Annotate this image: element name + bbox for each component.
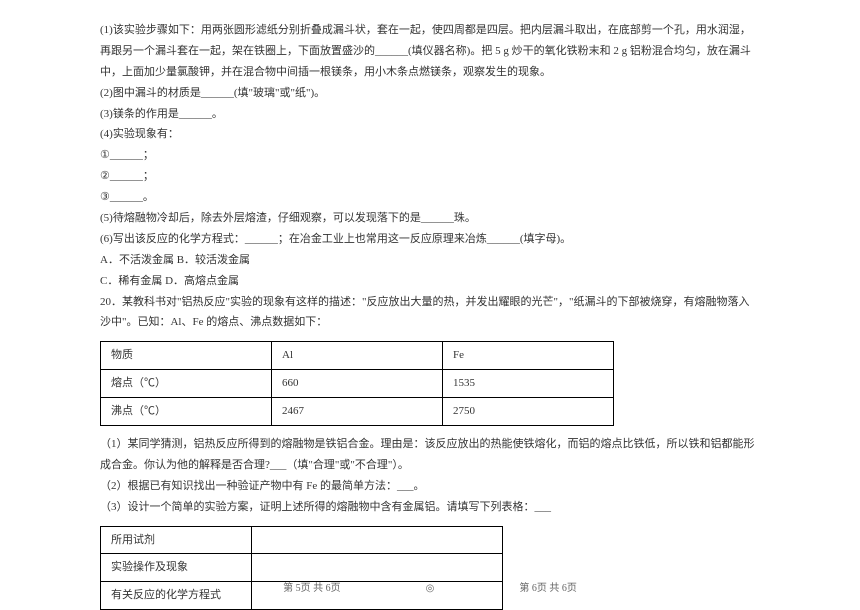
- page-content: (1)该实验步骤如下：用两张圆形滤纸分别折叠成漏斗状，套在一起，使四周都是四层。…: [0, 0, 860, 610]
- paragraph-13: （3）设计一个简单的实验方案，证明上述所得的熔融物中含有金属铝。请填写下列表格：…: [100, 497, 760, 518]
- option-cd: C．稀有金属 D．高熔点金属: [100, 271, 760, 292]
- table-row: 物质 Al Fe: [101, 342, 614, 370]
- footer-sep: ◎: [426, 583, 435, 594]
- melting-point-table: 物质 Al Fe 熔点（℃） 660 1535 沸点（℃） 2467 2750: [100, 341, 614, 426]
- table-row: 所用试剂: [101, 526, 503, 554]
- table-cell: 1535: [443, 370, 614, 398]
- paragraph-8: (5)待熔融物冷却后，除去外层熔渣，仔细观察，可以发现落下的是______珠。: [100, 208, 760, 229]
- table-cell: Al: [272, 342, 443, 370]
- table-cell: 熔点（℃）: [101, 370, 272, 398]
- footer-right: 第 6页 共 6页: [519, 583, 577, 594]
- footer-left: 第 5页 共 6页: [283, 583, 341, 594]
- option-ab: A．不活泼金属 B．较活泼金属: [100, 250, 760, 271]
- paragraph-6: ②______；: [100, 166, 760, 187]
- table-cell: Fe: [443, 342, 614, 370]
- paragraph-1: (1)该实验步骤如下：用两张圆形滤纸分别折叠成漏斗状，套在一起，使四周都是四层。…: [100, 20, 760, 83]
- paragraph-9: (6)写出该反应的化学方程式：______；在冶金工业上也常用这一反应原理来冶炼…: [100, 229, 760, 250]
- table-row: 沸点（℃） 2467 2750: [101, 398, 614, 426]
- paragraph-12: （2）根据已有知识找出一种验证产物中有 Fe 的最简单方法：___。: [100, 476, 760, 497]
- paragraph-11: （1）某同学猜测，铝热反应所得到的熔融物是铁铝合金。理由是：该反应放出的热能使铁…: [100, 434, 760, 476]
- table-cell: 660: [272, 370, 443, 398]
- table-cell: 所用试剂: [101, 526, 252, 554]
- table-cell: [252, 554, 503, 582]
- paragraph-5: ①______；: [100, 145, 760, 166]
- table-cell: 沸点（℃）: [101, 398, 272, 426]
- paragraph-2: (2)图中漏斗的材质是______(填"玻璃"或"纸")。: [100, 83, 760, 104]
- table-cell: 2750: [443, 398, 614, 426]
- table-row: 实验操作及现象: [101, 554, 503, 582]
- paragraph-7: ③______。: [100, 187, 760, 208]
- table-cell: [252, 526, 503, 554]
- paragraph-10: 20．某教科书对"铝热反应"实验的现象有这样的描述："反应放出大量的热，并发出耀…: [100, 292, 760, 334]
- table-cell: 物质: [101, 342, 272, 370]
- paragraph-3: (3)镁条的作用是______。: [100, 104, 760, 125]
- table-cell: 2467: [272, 398, 443, 426]
- table-cell: 实验操作及现象: [101, 554, 252, 582]
- paragraph-4: (4)实验现象有：: [100, 124, 760, 145]
- table-row: 熔点（℃） 660 1535: [101, 370, 614, 398]
- page-footer: 第 5页 共 6页 ◎ 第 6页 共 6页: [0, 579, 860, 598]
